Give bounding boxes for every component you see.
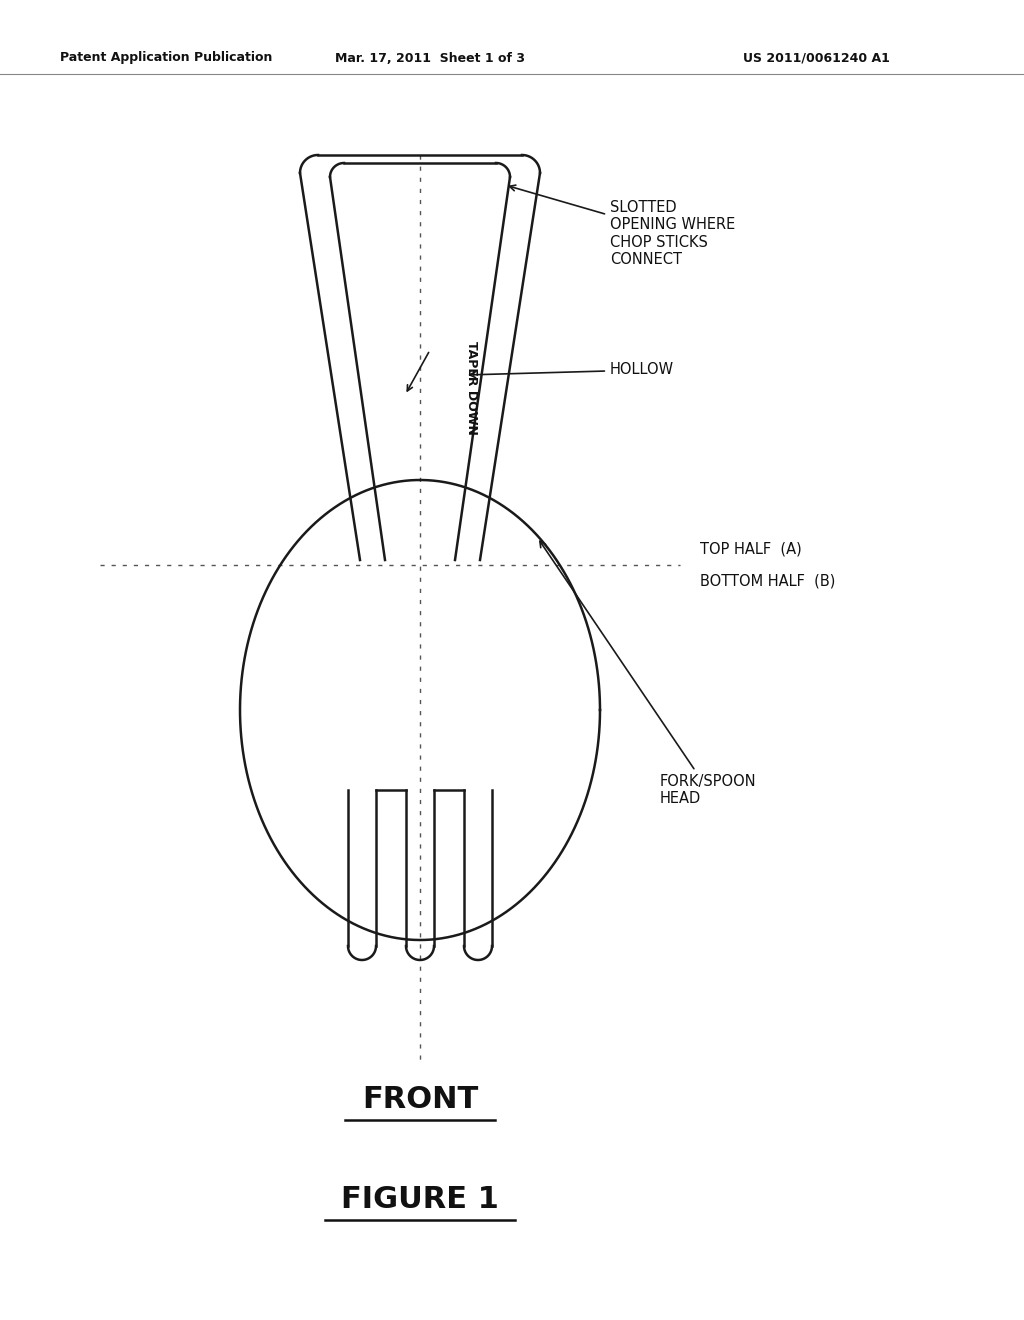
Text: TOP HALF  (A): TOP HALF (A) bbox=[700, 543, 802, 557]
Text: BOTTOM HALF  (B): BOTTOM HALF (B) bbox=[700, 573, 836, 587]
Text: SLOTTED
OPENING WHERE
CHOP STICKS
CONNECT: SLOTTED OPENING WHERE CHOP STICKS CONNEC… bbox=[510, 185, 735, 267]
Text: TAPER DOWN: TAPER DOWN bbox=[466, 341, 478, 434]
Text: FIGURE 1: FIGURE 1 bbox=[341, 1185, 499, 1214]
Text: FRONT: FRONT bbox=[361, 1085, 478, 1114]
Text: US 2011/0061240 A1: US 2011/0061240 A1 bbox=[743, 51, 890, 65]
Text: FORK/SPOON
HEAD: FORK/SPOON HEAD bbox=[540, 541, 757, 807]
Text: Mar. 17, 2011  Sheet 1 of 3: Mar. 17, 2011 Sheet 1 of 3 bbox=[335, 51, 525, 65]
Text: Patent Application Publication: Patent Application Publication bbox=[60, 51, 272, 65]
Text: HOLLOW: HOLLOW bbox=[470, 363, 674, 378]
